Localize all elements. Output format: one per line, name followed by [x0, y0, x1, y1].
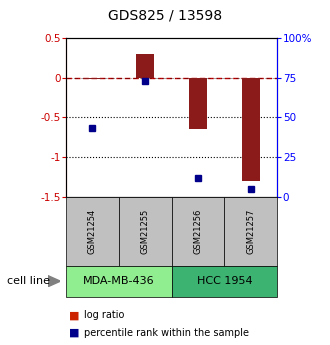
Text: MDA-MB-436: MDA-MB-436: [83, 276, 155, 286]
Bar: [83, 78, 102, 79]
Bar: [242, 78, 260, 181]
Text: percentile rank within the sample: percentile rank within the sample: [84, 328, 249, 338]
Polygon shape: [48, 276, 60, 287]
Text: GSM21254: GSM21254: [88, 208, 97, 254]
Text: cell line: cell line: [7, 276, 50, 286]
Text: GSM21257: GSM21257: [246, 208, 255, 254]
Text: ■: ■: [69, 310, 80, 321]
Text: HCC 1954: HCC 1954: [197, 276, 252, 286]
Text: GSM21255: GSM21255: [141, 208, 150, 254]
Text: ■: ■: [69, 328, 80, 338]
Bar: [136, 54, 154, 78]
Text: GDS825 / 13598: GDS825 / 13598: [108, 8, 222, 22]
Bar: [189, 78, 207, 129]
Text: GSM21256: GSM21256: [193, 208, 203, 254]
Text: log ratio: log ratio: [84, 310, 124, 321]
